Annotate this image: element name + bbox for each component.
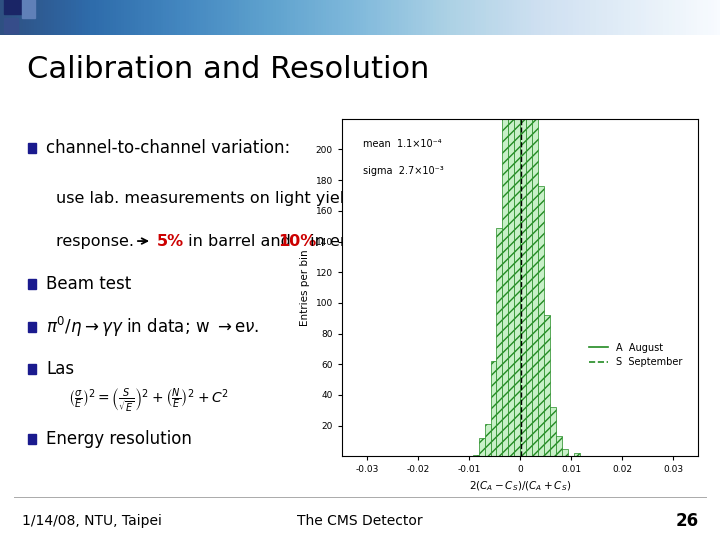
Bar	[28, 434, 36, 444]
Text: $\pi^0/\eta \rightarrow\gamma\gamma$ in data; w $\rightarrow$e$\nu$.: $\pi^0/\eta \rightarrow\gamma\gamma$ in …	[46, 314, 259, 339]
Text: sigma  2.7×10⁻³: sigma 2.7×10⁻³	[364, 166, 444, 176]
Bar	[514, 0, 521, 456]
Bar	[22, 0, 35, 17]
Bar	[28, 364, 36, 374]
Legend: A  August, S  September: A August, S September	[585, 339, 686, 372]
Bar	[532, 0, 538, 456]
Text: 1/14/08, NTU, Taipei: 1/14/08, NTU, Taipei	[22, 514, 161, 528]
Text: Las: Las	[46, 360, 74, 379]
Bar	[550, 407, 556, 456]
Text: use lab. measurements on light yields and photo-dio.: use lab. measurements on light yields an…	[56, 191, 485, 206]
Text: mean  1.1×10⁻⁴: mean 1.1×10⁻⁴	[364, 139, 442, 149]
Text: $\left(\frac{\sigma}{E}\right)^2 = \left(\frac{S}{\sqrt{E}}\right)^2 + \left(\fr: $\left(\frac{\sigma}{E}\right)^2 = \left…	[68, 387, 229, 414]
Text: response.: response.	[56, 234, 139, 248]
Text: 26: 26	[675, 512, 698, 530]
Bar	[490, 361, 497, 456]
Bar	[521, 0, 526, 456]
Bar	[508, 0, 514, 456]
Bar	[538, 186, 544, 456]
Bar	[556, 436, 562, 456]
Text: channel-to-channel variation:: channel-to-channel variation:	[46, 139, 290, 157]
Bar	[574, 453, 580, 456]
Text: The CMS Detector: The CMS Detector	[297, 514, 423, 528]
Text: Energy resolution: Energy resolution	[46, 430, 192, 448]
Bar	[479, 438, 485, 456]
Text: in barrel and: in barrel and	[183, 234, 296, 248]
Bar	[544, 315, 550, 456]
X-axis label: $2(C_A - C_S)/(C_A + C_S)$: $2(C_A - C_S)/(C_A + C_S)$	[469, 480, 571, 494]
Bar	[4, 17, 18, 33]
Bar	[503, 46, 508, 456]
Bar	[526, 0, 532, 456]
Text: 10%: 10%	[278, 234, 316, 248]
Text: Beam test: Beam test	[46, 275, 131, 293]
Bar	[4, 0, 22, 14]
Bar	[28, 321, 36, 332]
Text: Calibration and Resolution: Calibration and Resolution	[27, 55, 430, 84]
Text: in endcap: in endcap	[305, 234, 390, 248]
Bar	[485, 424, 490, 456]
Bar	[497, 228, 503, 456]
Bar	[28, 143, 36, 153]
Y-axis label: Entries per bin: Entries per bin	[300, 249, 310, 326]
Text: 5%: 5%	[157, 234, 184, 248]
Bar	[28, 279, 36, 289]
Bar	[562, 449, 568, 456]
Bar	[473, 455, 479, 456]
